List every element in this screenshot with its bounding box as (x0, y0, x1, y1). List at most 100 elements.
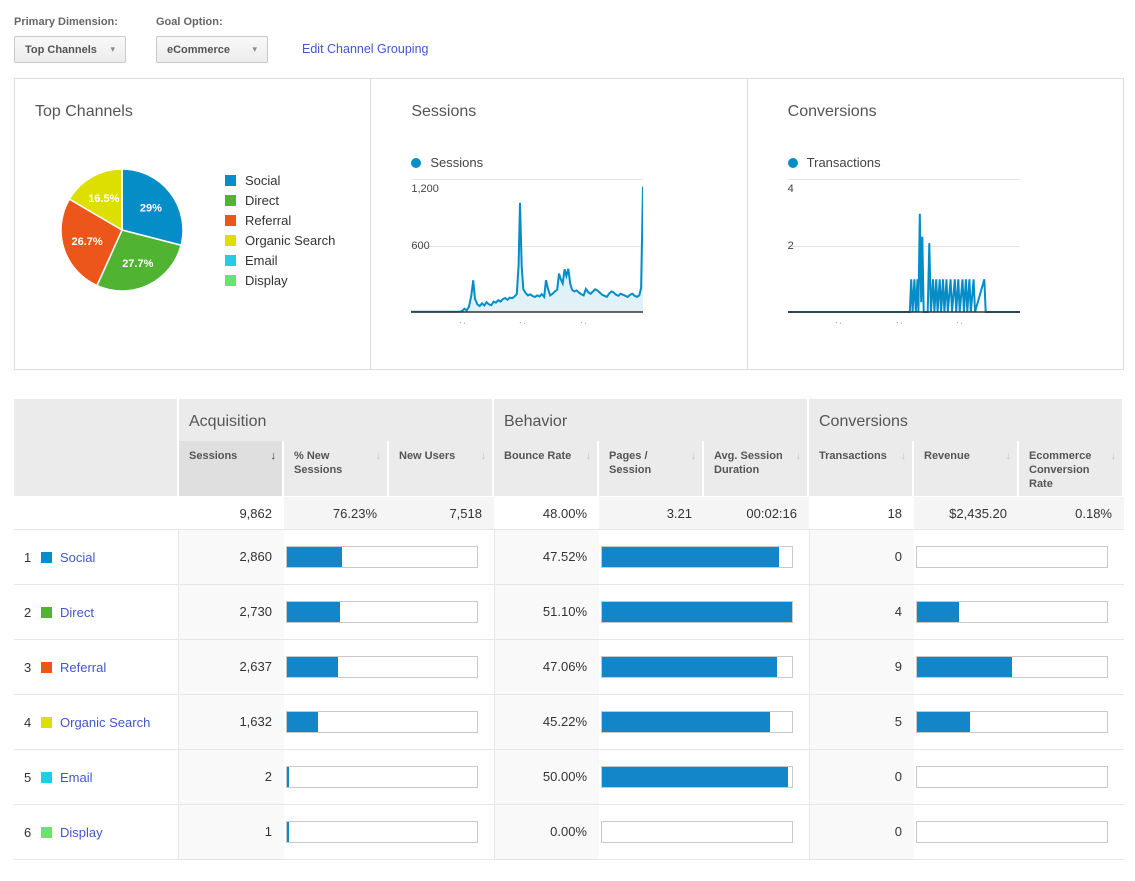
channel-link-referral[interactable]: Referral (60, 659, 107, 675)
x-tick-label: .· (578, 315, 591, 329)
channel-column-header (14, 441, 179, 496)
bar-track (601, 766, 793, 788)
row-rank: 4 (24, 714, 32, 730)
column-header-ecommerce-conversion-rate[interactable]: Ecommerce Conversion Rate ↓ (1019, 441, 1124, 496)
column-header-avg-session-duration[interactable]: Avg. Session Duration ↓ (704, 441, 809, 496)
channel-link-social[interactable]: Social (60, 549, 96, 565)
bar-fill (917, 657, 1012, 677)
channel-link-email[interactable]: Email (60, 769, 93, 785)
channel-cell: 1 Social (14, 530, 179, 584)
top-channels-pie-chart: 29% 27.7% 26.7% 16.5% (60, 168, 184, 292)
sessions-bar (284, 805, 494, 859)
summary-cards: Top Channels 29% 27.7% 26.7% 16.5% Social Di… (14, 78, 1124, 370)
goal-option-label: Goal Option: (156, 16, 223, 28)
channel-swatch-icon (41, 551, 52, 563)
bar-fill (602, 767, 788, 787)
transactions-bar (914, 585, 1124, 639)
bar-track (916, 821, 1108, 843)
bar-fill (287, 767, 289, 787)
bar-track (916, 656, 1108, 678)
sort-arrow-icon: ↓ (480, 450, 487, 462)
caret-down-icon: ▾ (252, 44, 257, 54)
group-header-conversions: Conversions (809, 399, 1124, 441)
series-dot-icon (411, 157, 422, 168)
channel-swatch-icon (41, 606, 52, 618)
primary-dimension-value: Top Channels (25, 43, 97, 56)
column-header-new-users[interactable]: New Users ↓ (389, 441, 494, 496)
x-tick-label: .· (518, 315, 531, 329)
column-header-label: Sessions (189, 450, 238, 462)
sessions-value: 2 (179, 750, 284, 804)
totals-value: 00:02:16 (704, 497, 809, 529)
bar-track (916, 546, 1108, 568)
conversions-plot: 4 2 .· .· .· (787, 179, 1020, 331)
legend-label: Direct (245, 192, 279, 208)
column-header-transactions[interactable]: Transactions ↓ (809, 441, 914, 496)
legend-item-email: Email (225, 250, 335, 270)
sessions-bar (284, 750, 494, 804)
sort-arrow-icon: ↓ (900, 450, 907, 462)
channel-link-display[interactable]: Display (60, 824, 103, 840)
legend-item-direct: Direct (225, 190, 335, 210)
column-header-sessions[interactable]: Sessions ↓ (179, 441, 284, 496)
channel-link-organic-search[interactable]: Organic Search (60, 714, 151, 730)
sessions-value: 1,632 (179, 695, 284, 749)
column-header-bounce-rate[interactable]: Bounce Rate ↓ (494, 441, 599, 496)
bounce-rate-value: 50.00% (494, 750, 599, 804)
bounce-rate-value: 45.22% (494, 695, 599, 749)
pie-slice-label: 29% (140, 203, 162, 215)
area-fill (411, 186, 644, 312)
conversions-line-chart (787, 213, 1020, 313)
totals-channel-cell (14, 497, 179, 529)
legend-label: Email (245, 252, 278, 268)
bounce-rate-bar (599, 640, 809, 694)
bounce-rate-bar (599, 695, 809, 749)
sort-arrow-icon: ↓ (1110, 450, 1117, 462)
transactions-value: 0 (809, 530, 914, 584)
legend-swatch-icon (225, 214, 236, 226)
column-header-label: Revenue (924, 450, 970, 462)
totals-value: 18 (809, 497, 914, 529)
sessions-x-axis: .· .· .· (411, 313, 643, 331)
pie-slice-social[interactable] (121, 168, 184, 247)
goal-option-dropdown[interactable]: eCommerce ▾ (156, 36, 268, 63)
primary-dimension-dropdown[interactable]: Top Channels ▾ (14, 36, 126, 63)
bar-fill (602, 602, 792, 622)
corner-cell (14, 399, 179, 441)
conversions-legend: Transactions (787, 155, 1020, 179)
channel-cell: 5 Email (14, 750, 179, 804)
x-tick-label: .· (954, 315, 967, 329)
sessions-legend: Sessions (411, 155, 643, 179)
legend-item-social: Social (225, 170, 335, 190)
goal-option-value: eCommerce (167, 43, 230, 56)
bar-fill (287, 547, 343, 567)
pie-slice-label: 16.5% (88, 193, 119, 205)
pie-slice-organic-search[interactable] (68, 168, 123, 232)
column-header-pages-session[interactable]: Pages / Session ↓ (599, 441, 704, 496)
bar-track (286, 821, 478, 843)
channel-link-direct[interactable]: Direct (60, 604, 94, 620)
transactions-value: 0 (809, 750, 914, 804)
pie-slice-label: 26.7% (71, 236, 102, 248)
totals-value: 7,518 (389, 497, 494, 529)
bar-track (601, 601, 793, 623)
transactions-value: 5 (809, 695, 914, 749)
sort-arrow-icon: ↓ (270, 450, 277, 462)
transactions-value: 0 (809, 805, 914, 859)
bounce-rate-bar (599, 805, 809, 859)
sessions-bar (284, 695, 494, 749)
column-header-revenue[interactable]: Revenue ↓ (914, 441, 1019, 496)
transactions-bar (914, 640, 1124, 694)
channel-swatch-icon (41, 826, 52, 838)
primary-dimension-control: Primary Dimension: Top Channels ▾ (14, 16, 126, 63)
edit-channel-grouping-link[interactable]: Edit Channel Grouping (302, 42, 429, 56)
column-header--new-sessions[interactable]: % New Sessions ↓ (284, 441, 389, 496)
channel-swatch-icon (41, 716, 52, 728)
pie-slice-referral[interactable] (60, 198, 123, 287)
legend-swatch-icon (225, 254, 236, 266)
y-tick-label: 600 (411, 239, 430, 252)
conversions-title: Conversions (787, 103, 877, 120)
pie-slice-direct[interactable] (95, 229, 182, 292)
transactions-bar (914, 695, 1124, 749)
table-group-header-row: Acquisition Behavior Conversions (14, 399, 1124, 441)
